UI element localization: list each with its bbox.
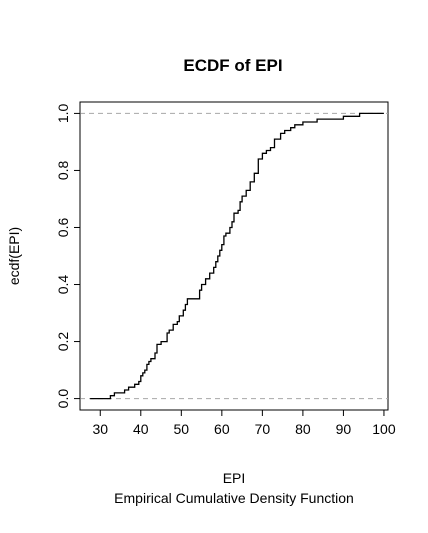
x-tick-label: 90	[336, 421, 352, 437]
x-axis-subtitle: Empirical Cumulative Density Function	[114, 490, 354, 506]
y-tick-label: 0.8	[55, 161, 71, 181]
x-tick-label: 80	[295, 421, 311, 437]
y-tick-label: 0.6	[55, 218, 71, 238]
x-tick-label: 30	[92, 421, 108, 437]
plot-box	[79, 101, 389, 411]
x-axis: 30 40 50 60 70 80 90 100	[92, 409, 396, 437]
x-tick-label: 40	[133, 421, 149, 437]
y-tick-label: 0.0	[55, 389, 71, 409]
ecdf-step-line	[90, 112, 384, 400]
y-tick-label: 1.0	[55, 103, 71, 123]
y-tick-label: 0.2	[55, 332, 71, 352]
x-tick-label: 100	[372, 421, 396, 437]
x-tick-label: 70	[255, 421, 271, 437]
y-axis: 0.0 0.2 0.4 0.6 0.8 1.0	[55, 103, 81, 409]
y-tick-label: 0.4	[55, 275, 71, 295]
x-axis-label: EPI	[223, 470, 246, 486]
chart-title: ECDF of EPI	[183, 56, 282, 75]
x-tick-label: 50	[174, 421, 190, 437]
x-tick-label: 60	[214, 421, 230, 437]
y-axis-label: ecdf(EPI)	[6, 227, 22, 285]
